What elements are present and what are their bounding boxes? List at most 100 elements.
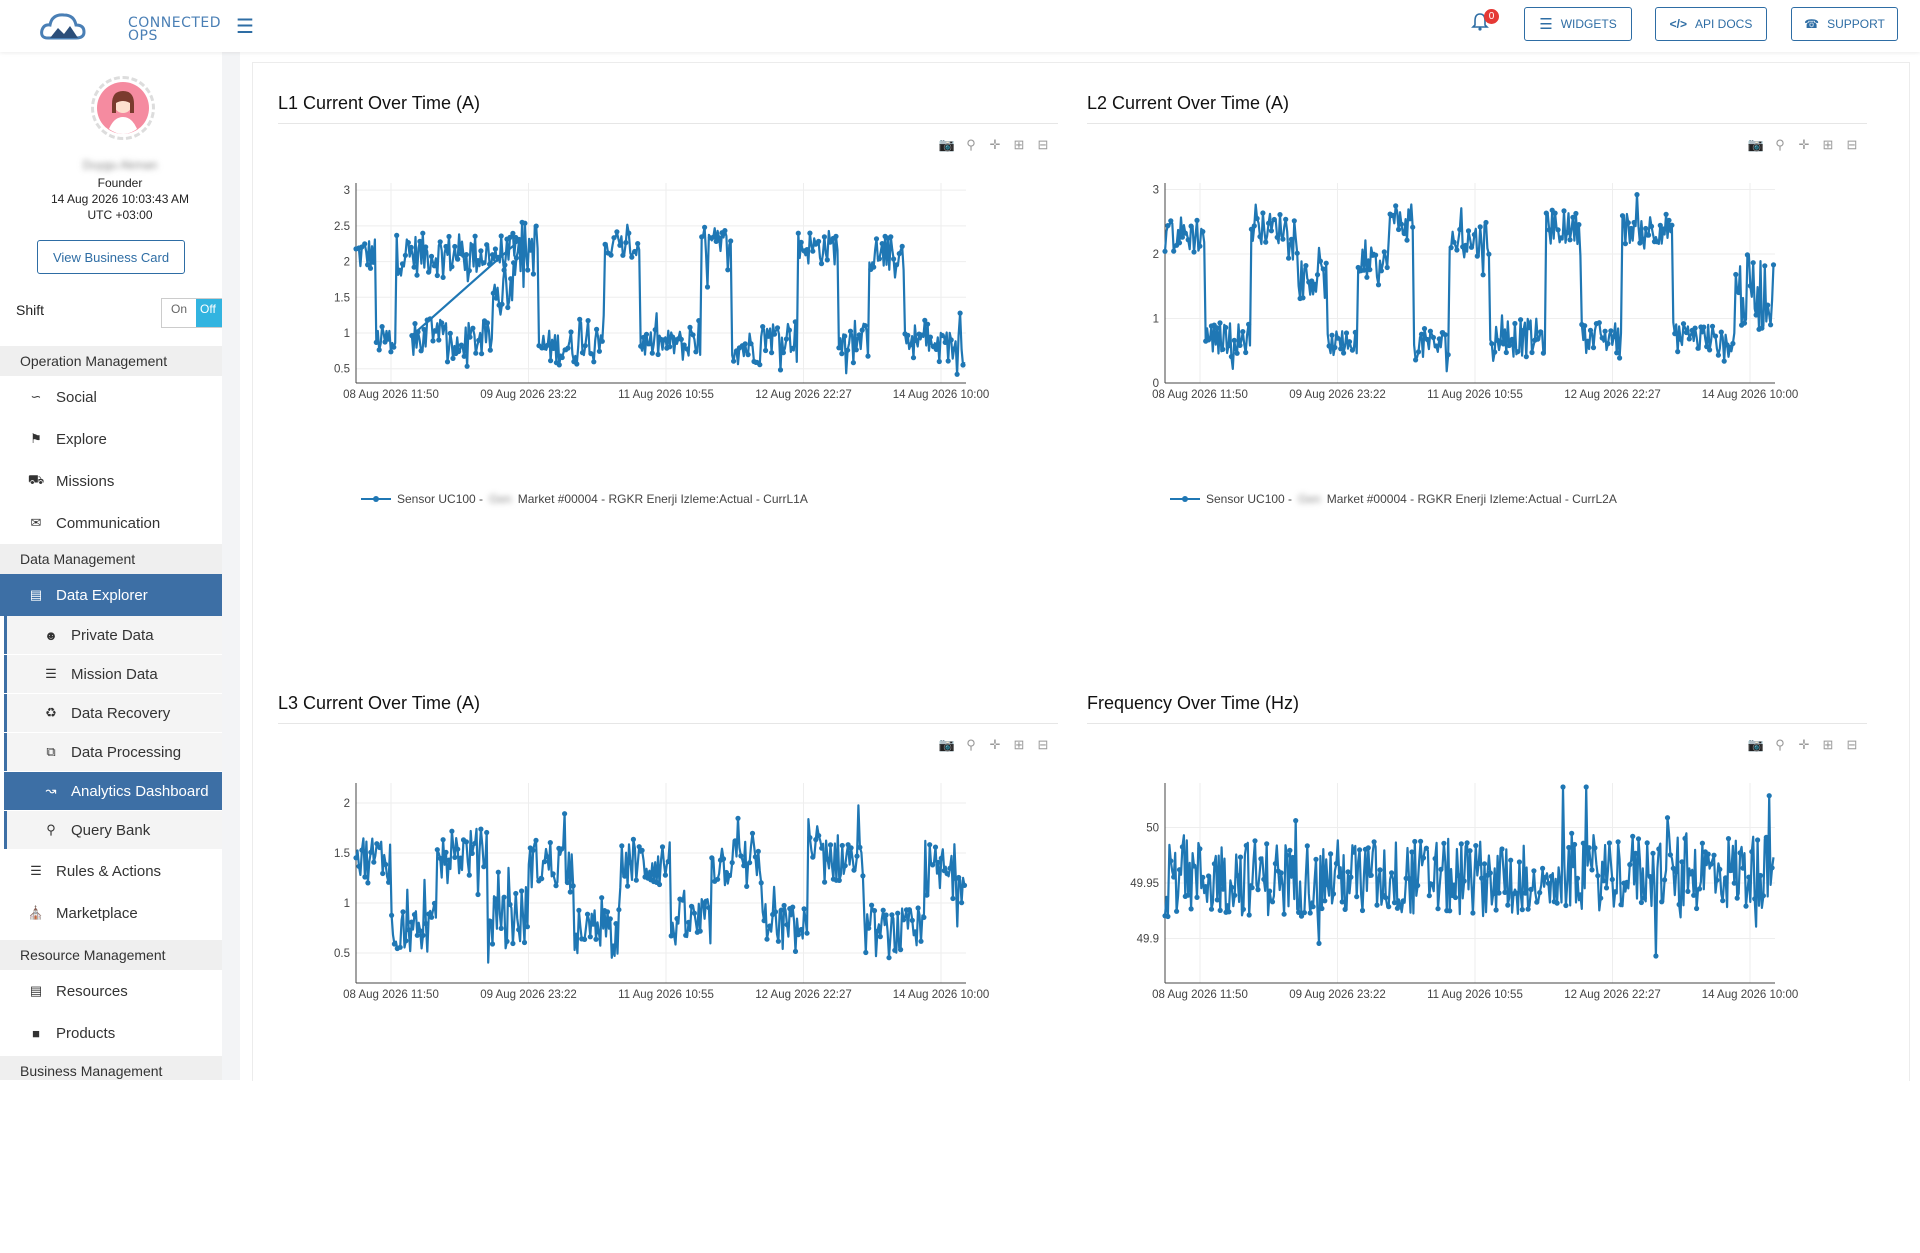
zoom-in-icon[interactable]: ⊞	[1013, 137, 1025, 152]
data-point	[599, 895, 605, 901]
shift-off-option[interactable]: Off	[196, 299, 222, 327]
zoom-in-icon[interactable]: ⊞	[1822, 737, 1834, 752]
sidebar-item-products[interactable]: ■ Products	[0, 1012, 222, 1054]
data-point	[1288, 236, 1294, 242]
pan-icon[interactable]: ✛	[989, 137, 1001, 152]
sidebar-item-private-data[interactable]: ☻ Private Data	[4, 616, 222, 654]
data-point	[1441, 840, 1447, 846]
x-tick-label: 08 Aug 2026 11:50	[343, 989, 439, 1001]
data-point	[1644, 840, 1650, 846]
data-point	[1555, 227, 1561, 233]
data-point	[696, 318, 702, 324]
data-point	[1436, 336, 1442, 342]
data-point	[745, 352, 751, 358]
sidebar-item-mission-data[interactable]: ☰ Mission Data	[4, 655, 222, 693]
data-point	[492, 246, 498, 252]
sidebar-item-query-bank[interactable]: ⚲ Query Bank	[4, 811, 222, 849]
chart-svg[interactable]: 08 Aug 2026 11:50 09 Aug 2026 23:22 11 Aug…	[1087, 763, 1867, 1083]
data-point	[353, 855, 359, 861]
data-point	[627, 860, 634, 866]
sidebar-item-resources[interactable]: ▤ Resources	[0, 970, 222, 1012]
data-point	[1675, 349, 1681, 355]
zoom-out-icon[interactable]: ⊟	[1846, 737, 1858, 752]
data-point	[1348, 874, 1354, 880]
sidebar-item-data-explorer[interactable]: ▤ Data Explorer	[0, 574, 222, 616]
data-point	[659, 844, 666, 850]
data-point	[1217, 320, 1223, 326]
sidebar-item-analytics-dashboard[interactable]: ↝ Analytics Dashboard	[4, 772, 222, 810]
data-point	[1226, 909, 1232, 915]
data-point	[1458, 841, 1464, 847]
shift-toggle[interactable]: On Off	[161, 298, 222, 328]
data-point	[513, 255, 519, 261]
data-point	[1261, 876, 1267, 882]
data-point	[1728, 867, 1734, 873]
api-docs-button[interactable]: </> API DOCS	[1655, 7, 1767, 41]
pan-icon[interactable]: ✛	[989, 737, 1001, 752]
zoom-out-icon[interactable]: ⊟	[1037, 137, 1049, 152]
chart-svg[interactable]: 08 Aug 2026 11:50 09 Aug 2026 23:22 11 Aug…	[1087, 163, 1867, 483]
pan-icon[interactable]: ✛	[1798, 737, 1810, 752]
sidebar-item-rules-actions[interactable]: ☰ Rules & Actions	[0, 850, 222, 892]
sidebar-item-data-recovery[interactable]: ♻ Data Recovery	[4, 694, 222, 732]
zoom-out-icon[interactable]: ⊟	[1037, 737, 1049, 752]
data-point	[919, 332, 925, 338]
data-point	[1217, 907, 1223, 913]
data-point	[1725, 836, 1732, 842]
shift-on-option[interactable]: On	[170, 302, 187, 316]
data-point	[842, 333, 848, 339]
data-point	[1717, 866, 1723, 872]
sidebar-item-marketplace[interactable]: ⛪ Marketplace	[0, 892, 222, 934]
data-point	[722, 228, 728, 234]
data-point	[761, 918, 767, 924]
zoom-icon[interactable]: ⚲	[966, 737, 976, 752]
bell-icon[interactable]	[1470, 12, 1492, 34]
camera-icon[interactable]: 📷	[938, 737, 956, 752]
view-business-card-button[interactable]: View Business Card	[37, 240, 185, 274]
data-point	[1185, 892, 1191, 898]
data-point	[1354, 894, 1360, 900]
data-point	[1499, 846, 1505, 852]
data-point	[359, 847, 365, 853]
zoom-in-icon[interactable]: ⊞	[1822, 137, 1834, 152]
sidebar-item-missions[interactable]: ⛟ Missions	[0, 460, 222, 502]
zoom-in-icon[interactable]: ⊞	[1013, 737, 1025, 752]
data-point	[1231, 337, 1237, 343]
data-point	[596, 348, 602, 354]
data-point	[1191, 863, 1197, 869]
chart-legend[interactable]: Sensor UC100 - Gen Market #00004 - RGKR …	[1170, 492, 1617, 506]
zoom-icon[interactable]: ⚲	[966, 137, 976, 152]
data-point	[1618, 902, 1624, 908]
support-button[interactable]: ☎ SUPPORT	[1791, 7, 1898, 41]
data-point	[899, 243, 905, 249]
data-point	[1409, 849, 1415, 855]
data-point	[1691, 892, 1697, 898]
data-point	[795, 230, 801, 236]
sidebar-item-explore[interactable]: ⚑ Explore	[0, 418, 222, 460]
camera-icon[interactable]: 📷	[938, 137, 956, 152]
data-point	[568, 329, 574, 335]
data-point	[1662, 877, 1668, 883]
data-point	[470, 325, 476, 331]
camera-icon[interactable]: 📷	[1747, 137, 1765, 152]
chart-svg[interactable]: 08 Aug 2026 11:50 09 Aug 2026 23:22 11 Aug…	[278, 163, 1058, 483]
chart-svg[interactable]: 08 Aug 2026 11:50 09 Aug 2026 23:22 11 Aug…	[278, 763, 1058, 1083]
logo-text: CONNECTED OPS	[128, 16, 221, 43]
sidebar-item-data-processing[interactable]: ⧉ Data Processing	[4, 733, 222, 771]
zoom-icon[interactable]: ⚲	[1775, 737, 1785, 752]
logo[interactable]: CONNECTED OPS	[40, 8, 221, 44]
pan-icon[interactable]: ✛	[1798, 137, 1810, 152]
chart-legend[interactable]: Sensor UC100 - Gen Market #00004 - RGKR …	[361, 492, 808, 506]
zoom-out-icon[interactable]: ⊟	[1846, 137, 1858, 152]
data-point	[801, 906, 807, 912]
sidebar-item-communication[interactable]: ✉ Communication	[0, 502, 222, 544]
camera-icon[interactable]: 📷	[1747, 737, 1765, 752]
avatar[interactable]	[91, 76, 155, 140]
data-point	[389, 912, 395, 918]
sidebar-item-social[interactable]: ∽ Social	[0, 376, 222, 418]
zoom-icon[interactable]: ⚲	[1775, 137, 1785, 152]
data-point	[1759, 325, 1765, 331]
widgets-button[interactable]: ☰ WIDGETS	[1524, 7, 1632, 41]
hamburger-menu-icon[interactable]: ☰	[236, 16, 254, 38]
data-point	[1606, 840, 1612, 846]
